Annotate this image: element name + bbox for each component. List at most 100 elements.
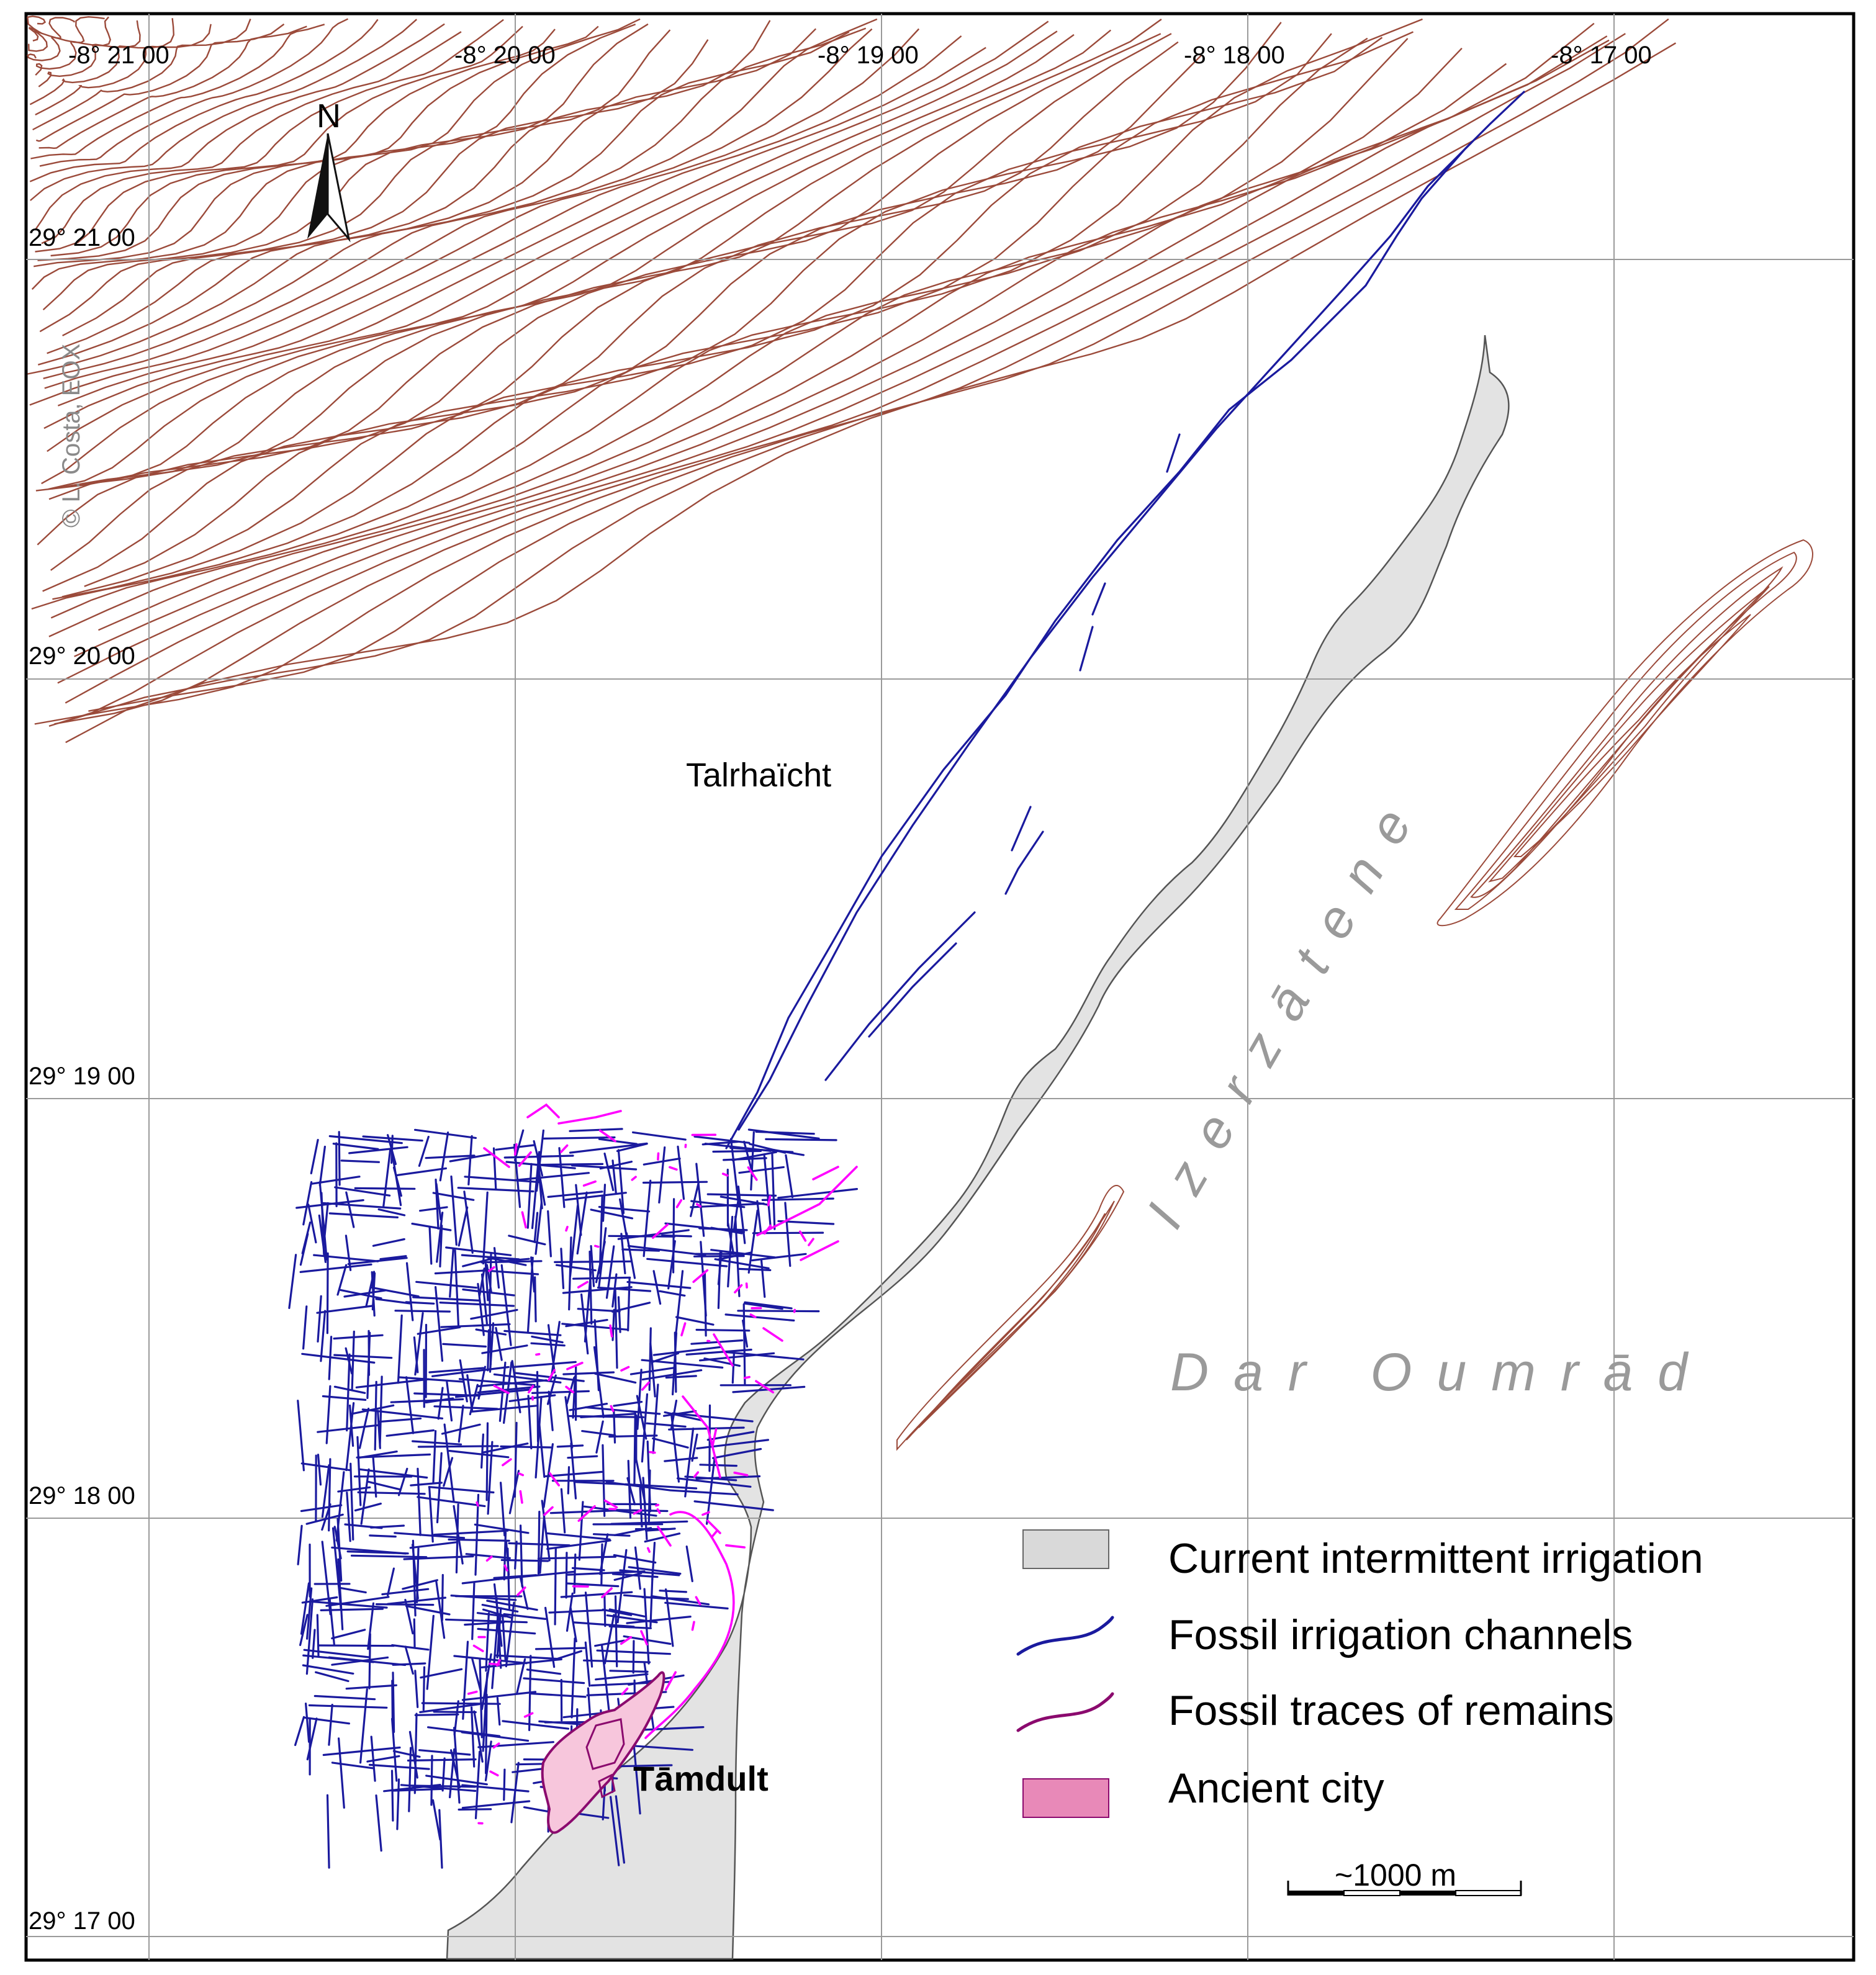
fossil-channel-segment [608, 1434, 658, 1438]
legend-swatch-ancient-city [1022, 1778, 1109, 1818]
fossil-channel-segment [392, 1166, 402, 1197]
place-label-talrhaicht: Talrhaïcht [686, 757, 831, 794]
fossil-channel-segment [584, 1271, 592, 1343]
fossil-channel-segment [734, 1215, 741, 1297]
fossil-channel-segment [632, 1131, 687, 1141]
fossil-channel-segment [690, 1181, 700, 1217]
contour-line [37, 33, 1161, 546]
contour-line [43, 28, 920, 430]
fossil-channel-segment [613, 1401, 643, 1407]
fossil-channel-segment [613, 1527, 652, 1536]
fossil-remain-fragment [582, 1180, 597, 1187]
fossil-channel-segment [695, 1328, 751, 1332]
fossil-channel-segment [475, 1328, 507, 1336]
fossil-channel-segment [392, 1671, 395, 1734]
latitude-label: 29° 19 00 [29, 1063, 135, 1090]
fossil-channel-segment [345, 1684, 397, 1690]
contour-line [29, 18, 175, 106]
contour-line [41, 47, 986, 485]
fossil-channel-segment [411, 1222, 452, 1231]
legend: Current intermittent irrigation Fossil i… [1016, 1529, 1703, 1818]
fossil-channel-segment [435, 1183, 442, 1220]
fossil-channel-segment [477, 1385, 541, 1394]
fossil-channel-segment [458, 1206, 469, 1247]
region-label-dar-oumrad: Dar Oumrād [1170, 1343, 1712, 1402]
fossil-channel-segment [502, 1720, 569, 1730]
fossil-channel-segment [382, 1149, 392, 1207]
fossil-channel-segment [756, 1200, 762, 1234]
fossil-channel-segment [724, 1351, 805, 1361]
fossil-channel-segment [614, 1595, 618, 1668]
fossil-channel-segment [410, 1482, 443, 1487]
fossil-channel-segment [405, 1376, 415, 1434]
fossil-channel-segment [348, 1146, 408, 1154]
fossil-channel-segment [464, 1621, 505, 1626]
fossil-channel-segment [581, 1430, 616, 1437]
fossil-channel-segment [527, 1395, 533, 1450]
contour-line [30, 24, 325, 160]
fossil-channel-segment [663, 1410, 697, 1417]
fossil-channel-segment [474, 1523, 530, 1534]
fossil-channel-segment [356, 1453, 431, 1459]
fossil-channel-segment [340, 1587, 367, 1594]
fossil-channel-segment [349, 1462, 354, 1541]
fossil-channel-segment [584, 1591, 593, 1668]
fossil-remain-fragment [725, 1544, 746, 1549]
fossil-channel-segment [590, 1208, 634, 1220]
fossil-channel-segment [571, 1567, 605, 1572]
fossil-channel-segment [510, 1761, 520, 1824]
fossil-channel-segment [628, 1566, 682, 1575]
fossil-remain-fragment [543, 1506, 554, 1516]
fossil-channel-segment [699, 1464, 737, 1467]
fossil-channel-segment [299, 1263, 372, 1273]
fossil-channel-segment [508, 1542, 570, 1547]
fossil-channel-segment [733, 1199, 739, 1231]
fossil-channel-segment [755, 1130, 815, 1135]
fossil-channel-segment [632, 1738, 641, 1815]
fossil-channel-segment [602, 1184, 607, 1222]
contour-line [43, 31, 850, 379]
contour-line [30, 19, 417, 201]
fossil-channel-segment [366, 1331, 371, 1399]
fossil-channel-segment [717, 1251, 723, 1285]
fossil-channel-segment [731, 1350, 736, 1384]
fossil-channel-segment [446, 1381, 453, 1422]
contour-line [42, 23, 636, 310]
fossil-channel-segment [458, 1405, 464, 1443]
fossil-channel-segment [550, 1321, 561, 1380]
fossil-channel-segment [617, 1229, 690, 1240]
fossil-channel-segment [438, 1809, 443, 1869]
fossil-remain-fragment [620, 1365, 630, 1372]
fossil-channel-segment [480, 1260, 543, 1264]
fossil-channel-segment [700, 1241, 707, 1317]
fossil-channel-segment [317, 1454, 322, 1486]
fossil-channel-segment [449, 1248, 454, 1298]
fossil-channel-segment [482, 1269, 539, 1275]
fossil-remain-fragment [577, 1505, 596, 1522]
fossil-channel-segment [545, 1532, 611, 1541]
fossil-channel-segment [398, 1376, 465, 1383]
fossil-channel-segment [367, 1602, 375, 1650]
fossil-channel-segment [387, 1567, 395, 1596]
fossil-channel-segment [354, 1187, 416, 1190]
fossil-channel-segment [419, 1206, 448, 1212]
fossil-channel-segment [576, 1191, 588, 1255]
fossil-channel-segment [543, 1136, 616, 1140]
fossil-channel-segment [461, 1254, 520, 1261]
fossil-remain-fragment [669, 1166, 678, 1171]
contour-line [65, 63, 1507, 704]
north-arrow-label: N [317, 97, 341, 135]
fossil-channel-segment [443, 1423, 455, 1503]
contour-line [37, 20, 771, 366]
fossil-remain-fragment [665, 1671, 677, 1691]
fossil-remain-trace [483, 1147, 510, 1168]
fossil-channel-segment [300, 1462, 352, 1472]
fossil-channel-segment [297, 1400, 305, 1472]
fossil-channel-segment [569, 1606, 577, 1642]
fossil-channel-segment [440, 1323, 511, 1328]
fossil-remain-fragment [610, 1405, 615, 1412]
fossil-channel-segment [299, 1614, 309, 1646]
fossil-remain-fragment [496, 1658, 501, 1667]
fossil-channel-segment [727, 1222, 735, 1255]
